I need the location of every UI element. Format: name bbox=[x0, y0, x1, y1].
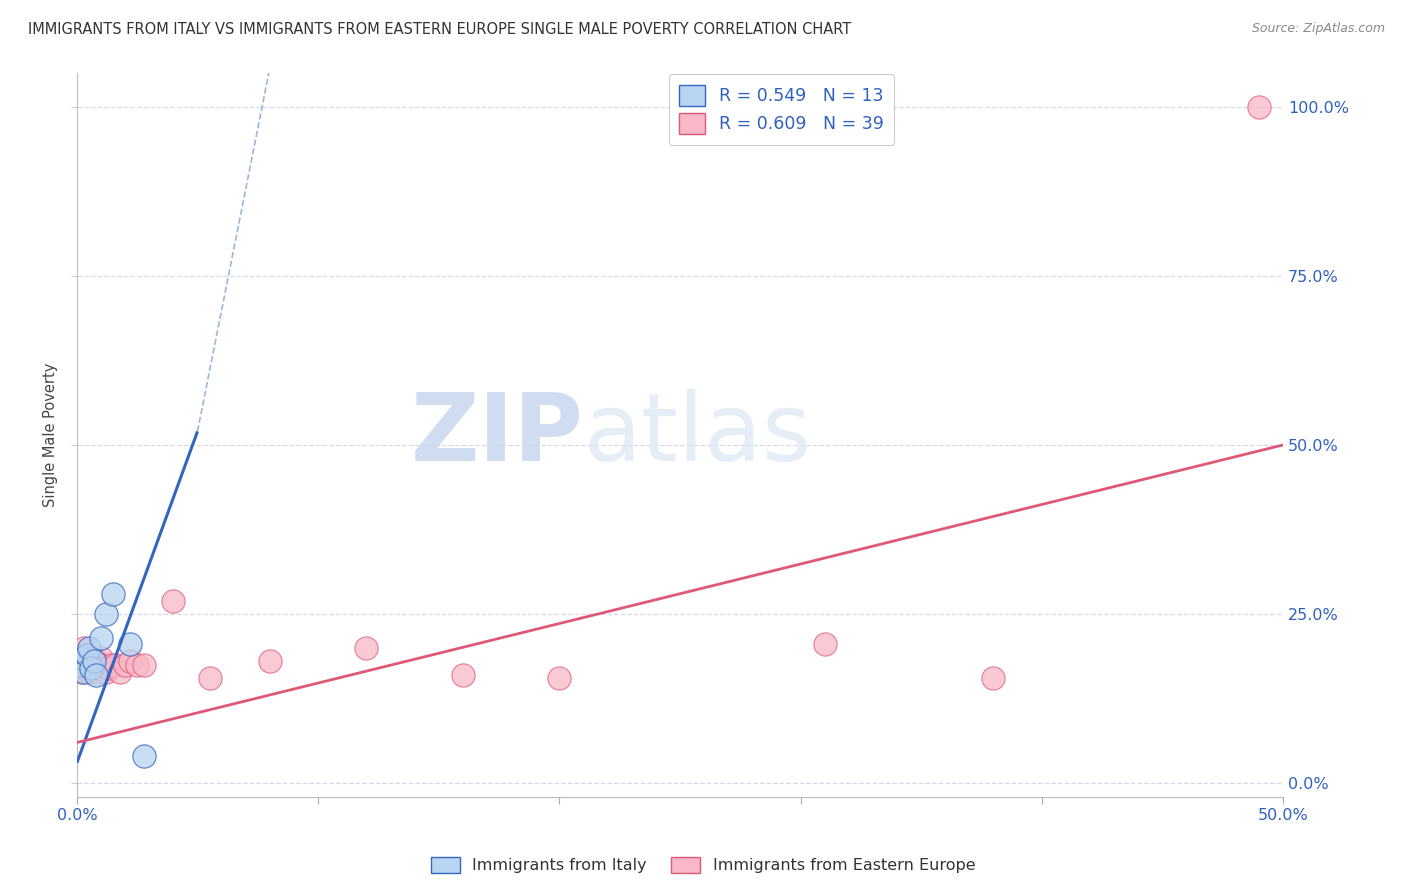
Point bbox=[451, 668, 474, 682]
Point bbox=[70, 665, 93, 679]
Point bbox=[70, 651, 93, 665]
Point bbox=[76, 648, 98, 662]
Point bbox=[73, 654, 96, 668]
Point bbox=[67, 657, 90, 672]
Point bbox=[77, 640, 100, 655]
Point bbox=[114, 657, 136, 672]
Point bbox=[87, 657, 110, 672]
Point bbox=[100, 657, 122, 672]
Point bbox=[73, 665, 96, 679]
Point bbox=[70, 661, 93, 675]
Point bbox=[94, 607, 117, 621]
Point bbox=[814, 638, 837, 652]
Point bbox=[983, 671, 1005, 685]
Point bbox=[259, 654, 281, 668]
Legend: Immigrants from Italy, Immigrants from Eastern Europe: Immigrants from Italy, Immigrants from E… bbox=[425, 850, 981, 880]
Point bbox=[80, 654, 103, 668]
Point bbox=[94, 665, 117, 679]
Point bbox=[84, 654, 107, 668]
Legend: R = 0.549   N = 13, R = 0.609   N = 39: R = 0.549 N = 13, R = 0.609 N = 39 bbox=[669, 74, 894, 145]
Point bbox=[76, 648, 98, 662]
Point bbox=[84, 668, 107, 682]
Point bbox=[548, 671, 571, 685]
Point bbox=[356, 640, 378, 655]
Point bbox=[77, 661, 100, 675]
Point bbox=[134, 749, 156, 764]
Point bbox=[104, 657, 127, 672]
Point bbox=[101, 587, 124, 601]
Point bbox=[83, 657, 105, 672]
Point bbox=[90, 631, 112, 645]
Text: atlas: atlas bbox=[583, 389, 811, 481]
Point bbox=[80, 661, 103, 675]
Point bbox=[127, 657, 149, 672]
Point bbox=[83, 654, 105, 668]
Point bbox=[198, 671, 221, 685]
Point bbox=[84, 665, 107, 679]
Point bbox=[90, 651, 112, 665]
Text: Source: ZipAtlas.com: Source: ZipAtlas.com bbox=[1251, 22, 1385, 36]
Point bbox=[134, 657, 156, 672]
Point bbox=[67, 651, 90, 665]
Point bbox=[110, 665, 132, 679]
Point bbox=[77, 665, 100, 679]
Point bbox=[80, 651, 103, 665]
Point bbox=[97, 661, 120, 675]
Point bbox=[93, 661, 115, 675]
Point bbox=[87, 661, 110, 675]
Point bbox=[90, 657, 112, 672]
Point bbox=[1247, 100, 1270, 114]
Y-axis label: Single Male Poverty: Single Male Poverty bbox=[44, 363, 58, 507]
Text: ZIP: ZIP bbox=[411, 389, 583, 481]
Point bbox=[83, 651, 105, 665]
Point bbox=[118, 654, 141, 668]
Text: IMMIGRANTS FROM ITALY VS IMMIGRANTS FROM EASTERN EUROPE SINGLE MALE POVERTY CORR: IMMIGRANTS FROM ITALY VS IMMIGRANTS FROM… bbox=[28, 22, 852, 37]
Point bbox=[73, 640, 96, 655]
Point bbox=[162, 593, 184, 607]
Point bbox=[118, 638, 141, 652]
Point bbox=[67, 657, 90, 672]
Point bbox=[76, 657, 98, 672]
